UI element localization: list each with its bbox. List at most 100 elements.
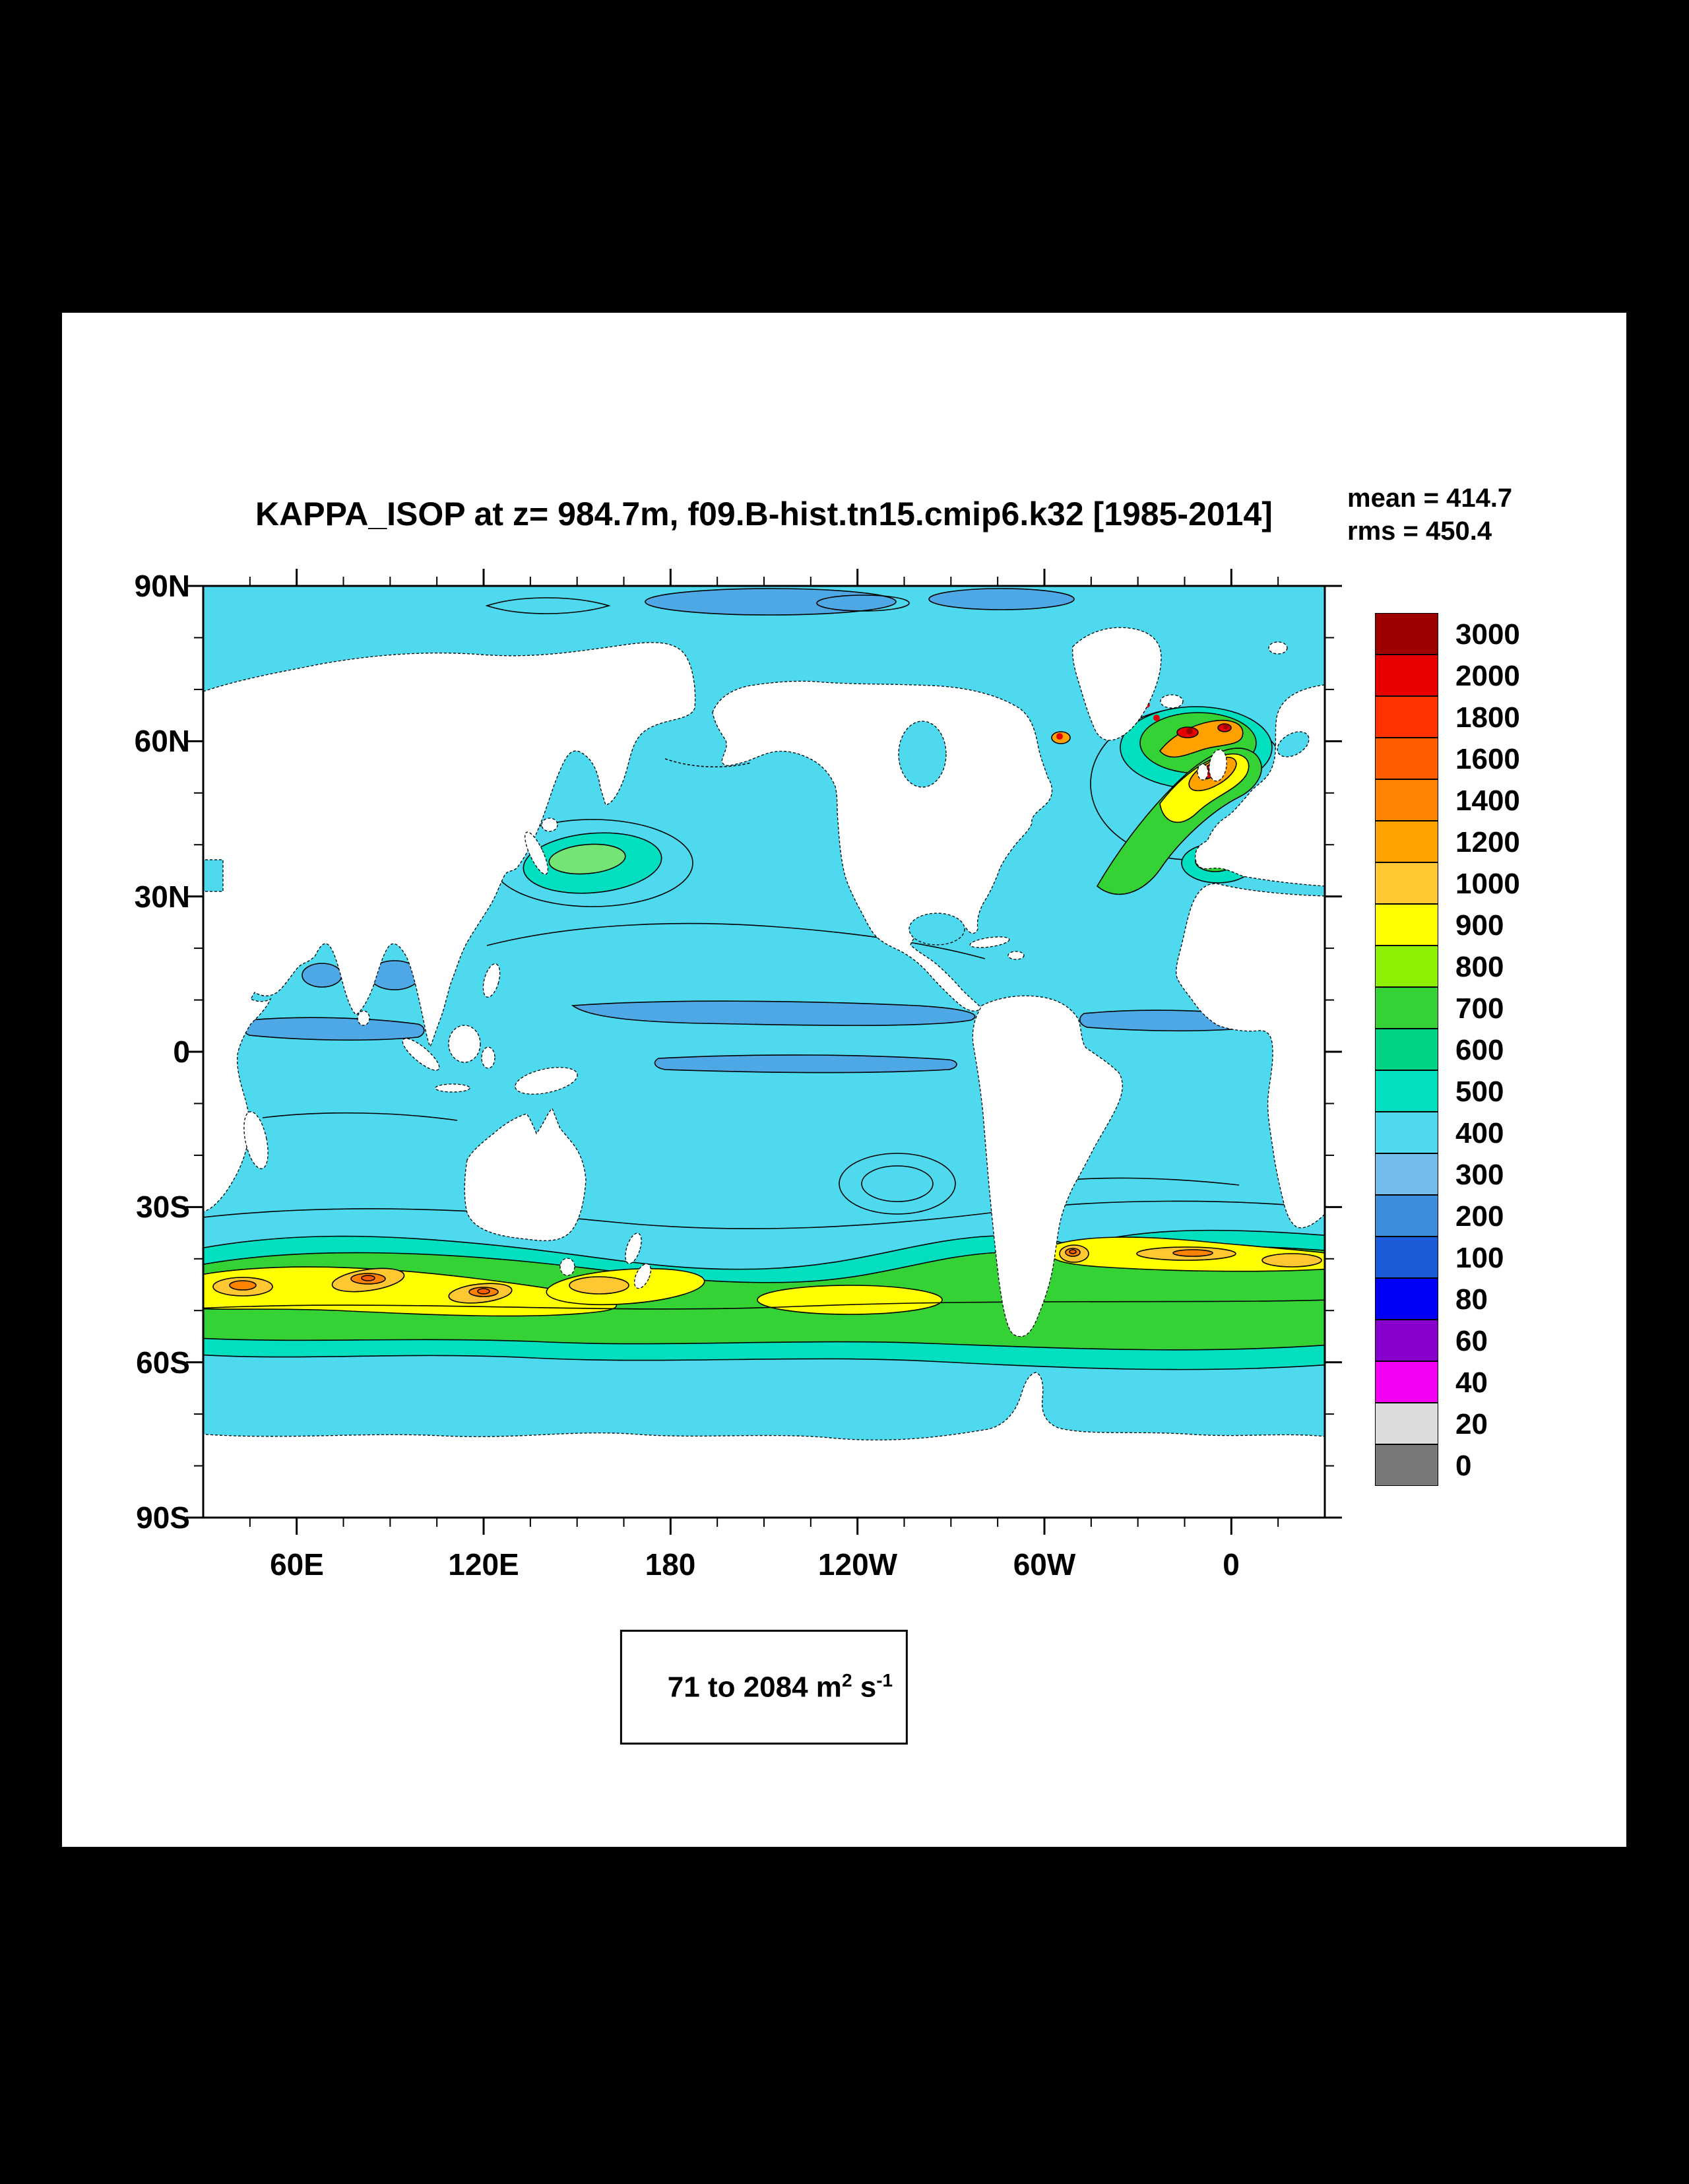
y-axis-tick-label: 90S [136, 1500, 190, 1535]
stat-rms: rms = 450.4 [1347, 517, 1492, 546]
band-pacific-south [654, 1054, 957, 1074]
colorbar-tick-label: 300 [1455, 1159, 1504, 1191]
hot-dot-indian-1 [361, 1275, 375, 1281]
colorbar-tick-label: 200 [1455, 1200, 1504, 1233]
colorbar-box [1375, 613, 1438, 655]
land-borneo [448, 1025, 481, 1063]
colorbar-tick-label: 1000 [1455, 868, 1520, 900]
axis-ticks [186, 569, 1342, 1535]
colorbar-tick-label: 3000 [1455, 618, 1520, 651]
gulf-of-mexico-notch [908, 913, 965, 946]
npac-subtropical-contour [486, 922, 986, 959]
colorbar-tick-label: 1200 [1455, 826, 1520, 858]
land-ireland [1197, 763, 1209, 781]
baltic-notch [1277, 731, 1310, 757]
band-arctic-2 [928, 588, 1075, 610]
colorbar-box [1375, 1237, 1438, 1278]
colorbar-tick-label: 400 [1455, 1117, 1504, 1149]
colorbar-box [1375, 946, 1438, 987]
land-japan-hokkaido [541, 818, 558, 832]
y-axis-tick-label: 90N [134, 569, 190, 603]
range-sup-2: 2 [841, 1670, 852, 1690]
low-value-bands [243, 588, 1262, 1074]
map-content [203, 586, 1325, 1518]
x-axis-tick-label: 60W [1013, 1547, 1076, 1582]
aleutian-arc [664, 758, 751, 768]
land-eurasia-africa [203, 642, 696, 1213]
colorbar-box [1375, 1195, 1438, 1237]
colorbar-box [1375, 904, 1438, 946]
colorbar-tick-label: 2000 [1455, 660, 1520, 692]
land-antarctica [203, 1372, 1325, 1518]
colorbar-box [1375, 696, 1438, 738]
greenland-coast-red-2 [1153, 715, 1160, 721]
southern-yellow-pacific [757, 1285, 943, 1315]
colorbar-box [1375, 1403, 1438, 1444]
subpolar-darkred-1 [1186, 728, 1193, 734]
colorbar-tick-label: 1800 [1455, 701, 1520, 734]
land-greenland [1072, 627, 1162, 741]
land-java [435, 1083, 470, 1093]
colorbar-tick-label: 40 [1455, 1366, 1488, 1399]
land-iceland [1160, 694, 1184, 709]
y-axis-tick-label: 60N [134, 724, 190, 758]
x-axis-tick-label: 120W [817, 1547, 898, 1582]
spac-ring-inner [861, 1165, 934, 1202]
colorbar-box [1375, 1070, 1438, 1112]
colorbar-box [1375, 655, 1438, 696]
stat-mean: mean = 414.7 [1347, 484, 1513, 513]
colorbar-box [1375, 1361, 1438, 1403]
colorbar-box [1375, 1112, 1438, 1153]
north-pacific-patch [523, 832, 662, 894]
y-axis-tick-label: 60S [136, 1345, 190, 1380]
hot-dot-indian-2 [477, 1288, 490, 1295]
southern-band-inner-contour [203, 1299, 1325, 1310]
band-arctic-1 [645, 588, 897, 616]
colorbar-tick-label: 500 [1455, 1076, 1504, 1108]
colorbar-box [1375, 1444, 1438, 1486]
land-cuba [969, 936, 1010, 948]
southern-band-top-contour [203, 1200, 1325, 1229]
indian-contour [262, 1112, 458, 1121]
range-text: 71 to 2084 m [667, 1671, 842, 1704]
hot-dot-drake [1069, 1249, 1077, 1254]
land-sumatra [402, 1038, 440, 1071]
colorbar-box [1375, 738, 1438, 779]
colorbar-box [1375, 779, 1438, 821]
land-north-america [712, 680, 1053, 1012]
land-australia [464, 1107, 587, 1241]
gold-core-tasman [569, 1276, 629, 1295]
hudson-bay-notch [898, 721, 947, 788]
colorbar-box [1375, 987, 1438, 1029]
colorbar-tick-label: 80 [1455, 1283, 1488, 1316]
orange-core-agulhas [229, 1280, 257, 1291]
land-madagascar [243, 1111, 269, 1169]
land-nz-south [633, 1263, 652, 1289]
colorbar-box [1375, 1029, 1438, 1070]
land-hispaniola [1007, 951, 1025, 960]
colorbar-labels: 3000 2000 1800 1600 1400 1200 1000 900 800 700 600… [1455, 614, 1601, 1487]
x-axis-tick-label: 60E [270, 1547, 324, 1582]
colorbar-tick-label: 600 [1455, 1034, 1504, 1066]
colorbar-tick-label: 100 [1455, 1242, 1504, 1274]
band-arabian [302, 963, 342, 988]
land-japan-honshu [525, 831, 548, 875]
colorbar-box [1375, 1153, 1438, 1195]
gold-core-agulhas-ret [1261, 1253, 1322, 1268]
subpolar-darkred-2 [1223, 724, 1228, 729]
colorbar-tick-label: 20 [1455, 1408, 1488, 1440]
mediterranean-notch [203, 859, 224, 892]
colorbar-tick-label: 60 [1455, 1325, 1488, 1357]
colorbar-box [1375, 821, 1438, 862]
colorbar-tick-label: 1600 [1455, 743, 1520, 775]
figure-panel: KAPPA_ISOP at z= 984.7m, f09.B-hist.tn15… [62, 313, 1626, 1847]
colorbar-tick-label: 1400 [1455, 785, 1520, 817]
orange-core-satlantic [1172, 1249, 1213, 1257]
chart-title: KAPPA_ISOP at z= 984.7m, f09.B-hist.tn15… [255, 496, 1273, 532]
labrador-red [1056, 733, 1063, 740]
y-axis-tick-label: 30S [136, 1190, 190, 1224]
colorbar-tick-label: 900 [1455, 909, 1504, 942]
colorbar-tick-label: 0 [1455, 1450, 1472, 1482]
land-south-america [972, 995, 1123, 1337]
